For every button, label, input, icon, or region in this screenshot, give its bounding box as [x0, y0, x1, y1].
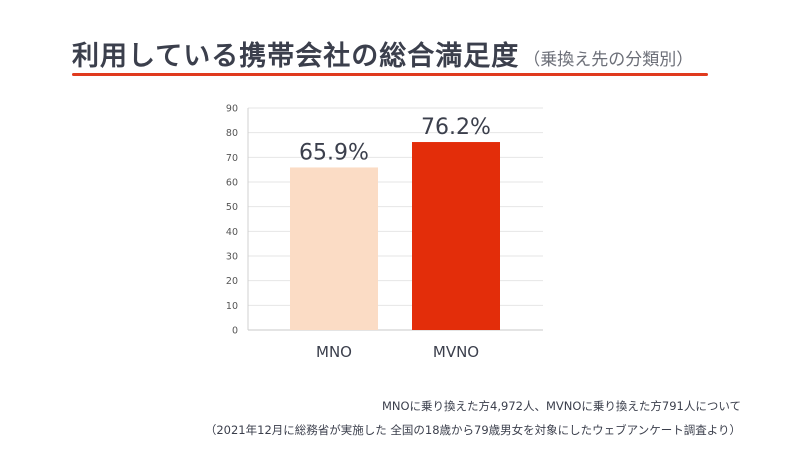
title-underline	[72, 73, 708, 76]
chart-title-block: 利用している携帯会社の総合満足度 （乗換え先の分類別）	[72, 34, 693, 73]
y-tick-label: 70	[226, 153, 238, 164]
chart-title: 利用している携帯会社の総合満足度	[72, 41, 520, 72]
bar-chart: 0 10 20 30 40 50 60 70 80 90 65.9% MNO 76.2% MVNO	[226, 104, 543, 361]
y-tick-label: 80	[226, 128, 238, 139]
y-tick-label: 20	[226, 276, 238, 287]
survey-source: （2021年12月に総務省が実施した 全国の18歳から79歳男女を対象にしたウェ…	[204, 423, 741, 437]
y-tick-label: 0	[232, 326, 238, 337]
y-tick-label: 90	[226, 104, 238, 115]
y-tick-label: 30	[226, 252, 238, 263]
bar-mno	[290, 167, 378, 330]
y-tick-label: 60	[226, 178, 238, 189]
x-tick-label: MNO	[316, 343, 352, 361]
survey-note: MNOに乗り換えた方4,972人、MVNOに乗り換えた方791人について	[381, 399, 741, 413]
x-tick-label: MVNO	[433, 343, 479, 361]
chart-subtitle: （乗換え先の分類別）	[523, 50, 694, 70]
data-label: 76.2%	[421, 115, 491, 140]
data-label: 65.9%	[299, 140, 369, 165]
y-tick-label: 40	[226, 227, 238, 238]
y-tick-label: 10	[226, 301, 238, 312]
bar-mvno	[412, 142, 500, 330]
y-tick-label: 50	[226, 202, 238, 213]
